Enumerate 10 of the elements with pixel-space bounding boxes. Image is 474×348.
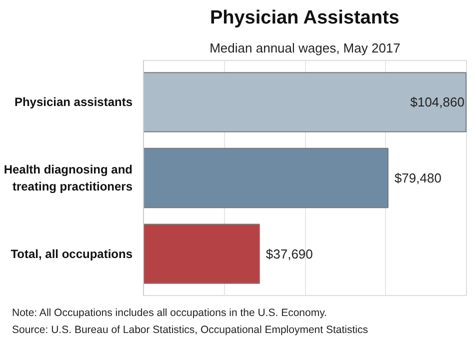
y-tick-label: Physician assistants bbox=[14, 95, 133, 110]
data-label: $104,860 bbox=[410, 94, 464, 110]
data-label: $79,480 bbox=[394, 170, 442, 186]
data-label: $37,690 bbox=[266, 246, 313, 262]
text: Note: All Occupations includes all occupations in the U.S. Economy. bbox=[12, 306, 328, 321]
source-note: Source: U.S. Bureau of Labor Statistics, Occupational Employment Statistics bbox=[12, 323, 368, 338]
y-tick-label: Total, all occupations bbox=[10, 246, 133, 261]
chart-title: Physician Assistants bbox=[210, 8, 400, 28]
chart-subtitle: Median annual wages, May 2017 bbox=[210, 40, 400, 56]
y-tick-label: Health diagnosing and treating practitioners bbox=[4, 162, 133, 194]
